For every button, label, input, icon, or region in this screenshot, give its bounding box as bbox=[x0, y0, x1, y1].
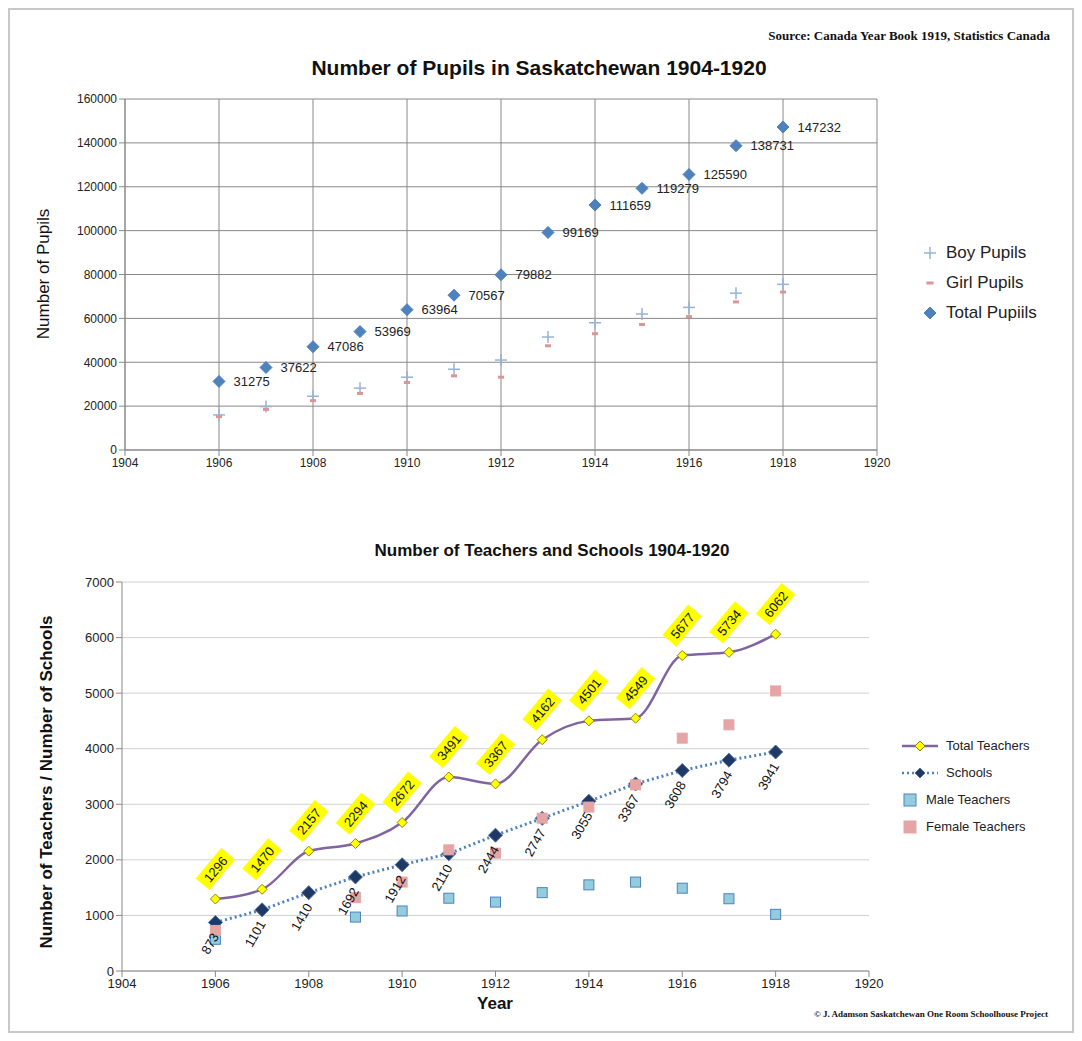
svg-text:1908: 1908 bbox=[300, 456, 327, 470]
svg-text:3367: 3367 bbox=[481, 738, 511, 770]
svg-text:2294: 2294 bbox=[341, 798, 371, 830]
svg-text:80000: 80000 bbox=[84, 268, 118, 282]
html-text:Number of Pupils in Saskatchew: Number of Pupils in Saskatchewan 1904-19… bbox=[311, 56, 767, 79]
svg-text:4549: 4549 bbox=[621, 673, 651, 705]
svg-text:2157: 2157 bbox=[294, 806, 324, 838]
svg-text:2110: 2110 bbox=[428, 862, 455, 894]
svg-text:147232: 147232 bbox=[798, 120, 841, 135]
svg-text:3367: 3367 bbox=[615, 792, 642, 825]
svg-text:3491: 3491 bbox=[434, 731, 464, 763]
svg-text:1906: 1906 bbox=[206, 456, 233, 470]
svg-text:79882: 79882 bbox=[516, 267, 552, 282]
svg-text:2000: 2000 bbox=[85, 852, 114, 867]
svg-text:111659: 111659 bbox=[610, 198, 651, 213]
svg-text:53969: 53969 bbox=[375, 324, 411, 339]
svg-text:40000: 40000 bbox=[84, 356, 118, 370]
svg-text:4501: 4501 bbox=[574, 675, 604, 707]
svg-text:1910: 1910 bbox=[388, 976, 417, 991]
svg-text:1904: 1904 bbox=[107, 976, 137, 992]
svg-text:1906: 1906 bbox=[201, 976, 230, 991]
svg-text:31275: 31275 bbox=[234, 374, 270, 389]
svg-text:873: 873 bbox=[198, 930, 222, 956]
svg-text:100000: 100000 bbox=[77, 224, 117, 238]
svg-text:20000: 20000 bbox=[84, 399, 118, 413]
svg-text:3000: 3000 bbox=[85, 797, 114, 812]
svg-text:0: 0 bbox=[110, 443, 117, 457]
html-text:Year: Year bbox=[477, 994, 513, 1013]
html-text:Boy Pupils: Boy Pupils bbox=[946, 243, 1027, 262]
svg-text:1000: 1000 bbox=[85, 908, 114, 923]
svg-text:1910: 1910 bbox=[394, 456, 421, 470]
html-text:Male Teachers: Male Teachers bbox=[926, 792, 1011, 807]
svg-text:2747: 2747 bbox=[521, 826, 548, 859]
svg-text:3941: 3941 bbox=[755, 760, 782, 793]
svg-text:1692: 1692 bbox=[335, 885, 362, 918]
svg-text:1916: 1916 bbox=[676, 456, 703, 470]
svg-text:1410: 1410 bbox=[288, 901, 315, 934]
svg-text:3055: 3055 bbox=[568, 809, 595, 842]
svg-text:1914: 1914 bbox=[574, 976, 603, 991]
html-text:Girl Pupils: Girl Pupils bbox=[946, 273, 1024, 292]
svg-text:6062: 6062 bbox=[761, 589, 791, 621]
svg-text:1904: 1904 bbox=[112, 456, 139, 470]
svg-text:63964: 63964 bbox=[422, 302, 458, 317]
svg-text:3794: 3794 bbox=[708, 768, 735, 801]
html-text:Number of Pupils: Number of Pupils bbox=[34, 208, 53, 340]
svg-text:1296: 1296 bbox=[201, 853, 231, 885]
svg-text:4162: 4162 bbox=[528, 694, 558, 726]
svg-text:1912: 1912 bbox=[481, 976, 510, 991]
html-text:Female Teachers: Female Teachers bbox=[926, 819, 1026, 834]
svg-text:70567: 70567 bbox=[469, 288, 505, 303]
svg-text:2672: 2672 bbox=[387, 777, 417, 809]
svg-text:1470: 1470 bbox=[247, 844, 277, 876]
html-text:Total Pupiils: Total Pupiils bbox=[946, 303, 1037, 322]
svg-text:5677: 5677 bbox=[668, 610, 698, 642]
svg-text:37622: 37622 bbox=[281, 360, 317, 375]
svg-text:1920: 1920 bbox=[855, 976, 884, 991]
html-text:Total Teachers: Total Teachers bbox=[946, 738, 1030, 753]
svg-text:1918: 1918 bbox=[770, 456, 797, 470]
svg-text:1916: 1916 bbox=[668, 976, 697, 991]
svg-text:1912: 1912 bbox=[381, 873, 408, 906]
html-text:Number of Teachers and Schools: Number of Teachers and Schools 1904-1920 bbox=[374, 541, 730, 560]
svg-text:140000: 140000 bbox=[77, 136, 117, 150]
svg-text:4000: 4000 bbox=[85, 741, 114, 756]
svg-text:119279: 119279 bbox=[657, 181, 699, 196]
svg-text:1912: 1912 bbox=[488, 456, 515, 470]
svg-text:1908: 1908 bbox=[294, 976, 323, 991]
html-text:Source: Canada Year Book 1919,: Source: Canada Year Book 1919, Statistic… bbox=[768, 28, 1050, 43]
svg-text:6000: 6000 bbox=[85, 630, 114, 645]
html-text:Number of Teachers / Number of: Number of Teachers / Number of Schools bbox=[37, 615, 56, 949]
svg-text:120000: 120000 bbox=[77, 180, 117, 194]
svg-text:7000: 7000 bbox=[85, 575, 114, 590]
svg-text:3608: 3608 bbox=[661, 778, 688, 811]
svg-text:60000: 60000 bbox=[84, 312, 118, 326]
svg-text:99169: 99169 bbox=[563, 225, 599, 240]
svg-text:1101: 1101 bbox=[242, 918, 269, 950]
svg-text:2444: 2444 bbox=[475, 843, 502, 876]
svg-text:5000: 5000 bbox=[85, 686, 114, 701]
html-text:Schools: Schools bbox=[946, 765, 993, 780]
svg-text:47086: 47086 bbox=[328, 339, 364, 354]
html-text:© J. Adamson Saskatchewan One: © J. Adamson Saskatchewan One Room Schoo… bbox=[813, 1009, 1048, 1019]
svg-text:0: 0 bbox=[107, 964, 114, 979]
svg-text:1914: 1914 bbox=[582, 456, 609, 470]
svg-text:1918: 1918 bbox=[761, 976, 790, 991]
svg-text:125590: 125590 bbox=[704, 167, 747, 182]
svg-text:1920: 1920 bbox=[864, 456, 891, 470]
svg-text:5734: 5734 bbox=[714, 607, 744, 639]
svg-text:138731: 138731 bbox=[751, 138, 794, 153]
svg-text:160000: 160000 bbox=[77, 92, 117, 106]
